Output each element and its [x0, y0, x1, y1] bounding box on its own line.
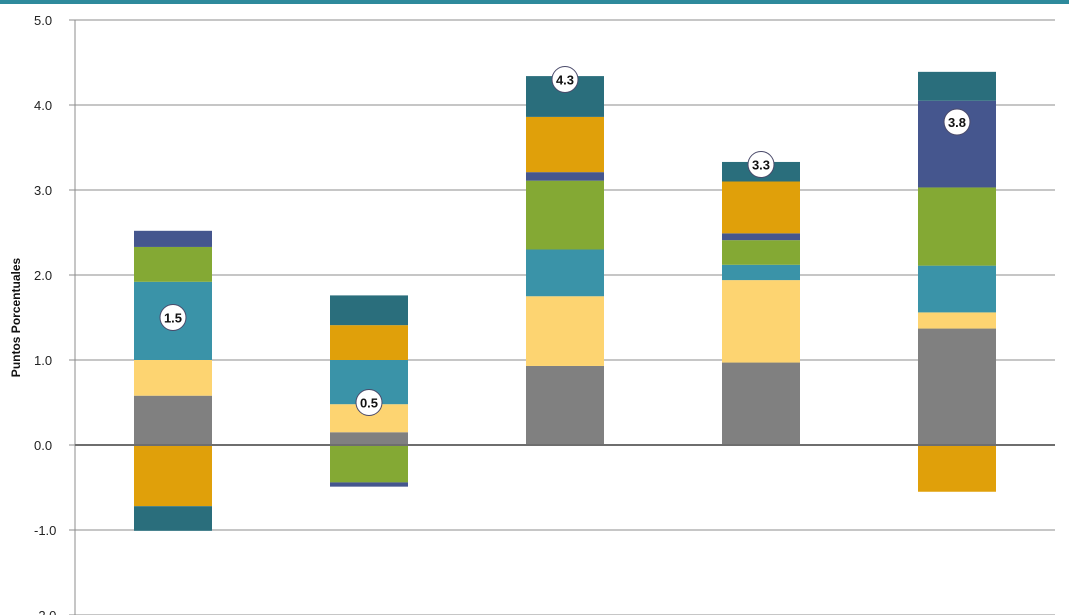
total-label: 4.3 [556, 73, 574, 88]
bar-segment [722, 233, 800, 241]
bar-segment [526, 249, 604, 297]
bar-segment [722, 181, 800, 234]
bar-segment [330, 445, 408, 483]
total-label: 3.8 [948, 115, 966, 130]
bar-total-labels: 1.5 0.5 4.3 3.3 3.8 [159, 66, 971, 416]
bar-segment [526, 116, 604, 173]
y-tick-label: 2.0 [34, 268, 52, 283]
bars-group [134, 71, 996, 531]
top-accent-bar [0, 0, 1069, 4]
y-axis-title: Puntos Porcentuales [9, 258, 23, 378]
bar-segment [526, 172, 604, 181]
bar-segment [722, 240, 800, 265]
bar-segment [526, 296, 604, 366]
bar-segment [134, 246, 212, 282]
bar-segment [722, 264, 800, 281]
bar-segment [918, 312, 996, 329]
bar-segment [526, 180, 604, 250]
bar-segment [330, 325, 408, 360]
total-label: 1.5 [164, 311, 182, 326]
bar-segment [134, 395, 212, 445]
y-tick-label: 0.0 [34, 438, 52, 453]
total-label: 0.5 [360, 396, 378, 411]
bar-segment [918, 328, 996, 445]
y-tick-label: 5.0 [34, 13, 52, 28]
total-label: 3.3 [752, 158, 770, 173]
total-label-circle [943, 108, 971, 136]
bar-segment [722, 362, 800, 445]
bar-segment [918, 445, 996, 492]
bar-segment [134, 360, 212, 396]
bar-segment [918, 71, 996, 101]
bar-segment [330, 295, 408, 326]
total-label-circle [551, 66, 579, 93]
total-label-circle [159, 304, 187, 331]
y-tick-label: 1.0 [34, 353, 52, 368]
y-tick-label: 4.0 [34, 98, 52, 113]
bar-segment [918, 265, 996, 313]
total-label-circle [355, 389, 383, 416]
bar-segment [722, 280, 800, 363]
bar-segment [330, 432, 408, 445]
bar-segment [134, 506, 212, 531]
bar-segment [330, 482, 408, 487]
total-label-circle [747, 151, 775, 178]
bar-segment [134, 445, 212, 507]
bar-segment [526, 365, 604, 445]
y-tick-label: -1.0 [34, 523, 56, 538]
y-tick-label: 3.0 [34, 183, 52, 198]
bar-segment [918, 187, 996, 266]
bar-segment [134, 230, 212, 247]
y-tick-label: -2.0 [34, 608, 56, 615]
y-axis-ticks: 5.0 4.0 3.0 2.0 1.0 0.0 -1.0 -2.0 [34, 13, 56, 615]
